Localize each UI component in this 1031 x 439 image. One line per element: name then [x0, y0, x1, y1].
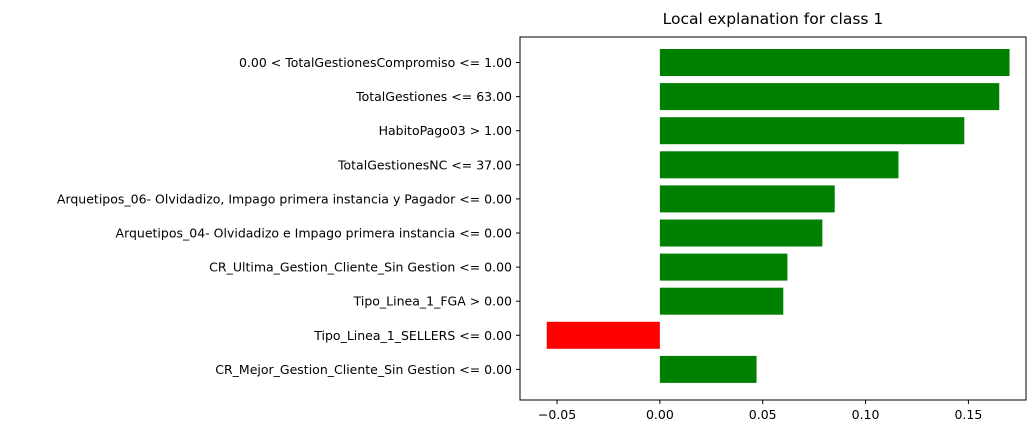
y-tick-label: CR_Mejor_Gestion_Cliente_Sin Gestion <= …	[215, 362, 512, 377]
bar-1	[659, 49, 1010, 76]
x-ticks: −0.05 0.00 0.05 0.10 0.15	[538, 400, 982, 422]
plot-frame	[519, 36, 1027, 401]
bars-layer	[546, 49, 1010, 383]
x-tick-label: 0.05	[749, 407, 777, 422]
y-tick-label: HabitoPago03 > 1.00	[379, 123, 512, 138]
x-tick-label: 0.15	[954, 407, 982, 422]
x-tick-label: 0.00	[646, 407, 674, 422]
y-tick-label: Tipo_Linea_1_SELLERS <= 0.00	[313, 328, 512, 343]
y-tick-label: Arquetipos_06- Olvidadizo, Impago primer…	[57, 191, 512, 206]
bar-7	[659, 253, 788, 281]
bar-9	[546, 321, 660, 349]
bar-5	[659, 185, 835, 213]
y-tick-labels: 0.00 < TotalGestionesCompromiso <= 1.00 T…	[57, 55, 520, 377]
chart-title: Local explanation for class 1	[663, 10, 884, 28]
bar-10	[659, 355, 757, 383]
y-tick-label: Tipo_Linea_1_FGA > 0.00	[353, 294, 512, 309]
bar-2	[659, 83, 1000, 111]
bar-6	[659, 219, 823, 247]
y-tick-label: CR_Ultima_Gestion_Cliente_Sin Gestion <=…	[209, 260, 512, 275]
x-tick-label: −0.05	[538, 407, 576, 422]
bar-4	[659, 151, 899, 179]
y-tick-label: 0.00 < TotalGestionesCompromiso <= 1.00	[239, 55, 512, 70]
x-tick-label: 0.10	[852, 407, 880, 422]
y-tick-label: Arquetipos_04- Olvidadizo e Impago prime…	[116, 226, 513, 241]
y-tick-label: TotalGestiones <= 63.00	[355, 89, 512, 104]
y-tick-label: TotalGestionesNC <= 37.00	[337, 157, 512, 172]
bar-8	[659, 287, 784, 315]
bar-3	[659, 117, 965, 145]
